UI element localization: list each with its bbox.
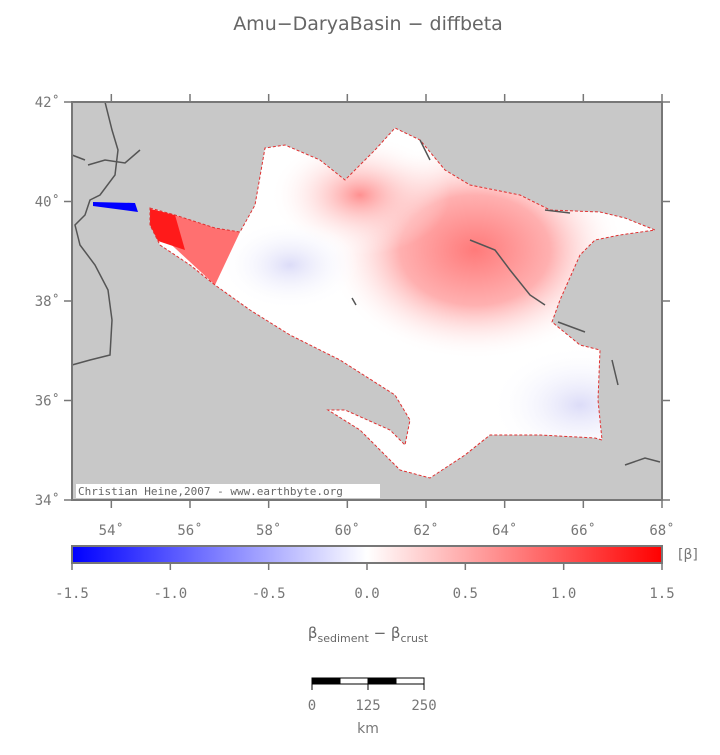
y-tick-label: 42˚ bbox=[35, 94, 60, 111]
y-tick-label: 36˚ bbox=[35, 393, 60, 410]
x-tick-label: 56˚ bbox=[177, 522, 202, 539]
x-tick-label: 62˚ bbox=[413, 522, 438, 539]
coastlines bbox=[71, 101, 661, 466]
x-tick-label: 60˚ bbox=[335, 522, 360, 539]
blue-strip bbox=[93, 202, 138, 212]
colorbar-scale bbox=[71, 545, 663, 564]
x-tick-label: 58˚ bbox=[256, 522, 281, 539]
scalebar-segment bbox=[311, 677, 341, 685]
label-part: − bbox=[369, 624, 391, 642]
colorbar-unit: [β] bbox=[678, 547, 698, 563]
scalebar-tick-label: 250 bbox=[411, 698, 436, 714]
colorbar-tick-label: 0.0 bbox=[354, 586, 379, 602]
credit-box bbox=[76, 484, 380, 498]
y-tick-label: 34˚ bbox=[35, 492, 60, 509]
title: Amu−DaryaBasin − diffbeta bbox=[233, 13, 503, 35]
scalebar-segment bbox=[367, 677, 397, 685]
map: Christian Heine,2007 - www.earthbyte.org… bbox=[35, 94, 675, 539]
label-part: β bbox=[308, 624, 318, 642]
y-tick-label: 38˚ bbox=[35, 293, 60, 310]
x-tick-label: 64˚ bbox=[492, 522, 517, 539]
scalebar: km 0 125 250 bbox=[308, 677, 437, 737]
scalebar-segment bbox=[395, 677, 425, 685]
colorbar-tick-label: 1.5 bbox=[649, 586, 674, 602]
x-tick-label: 66˚ bbox=[571, 522, 596, 539]
colorbar-tick-label: -1.5 bbox=[55, 586, 89, 602]
scalebar-tick-label: 125 bbox=[355, 698, 380, 714]
label-part: sediment bbox=[317, 632, 369, 645]
y-tick-label: 40˚ bbox=[35, 194, 60, 211]
credit: Christian Heine,2007 - www.earthbyte.org bbox=[78, 485, 343, 498]
scalebar-segment bbox=[339, 677, 369, 685]
x-tick-label: 54˚ bbox=[99, 522, 124, 539]
label-part: crust bbox=[400, 632, 428, 645]
colorbar: [β] βsediment − βcrust -1.5 -1.0 -0.5 0.0 0.… bbox=[55, 545, 698, 645]
scalebar-unit: km bbox=[357, 721, 379, 737]
colorbar-tick-label: -1.0 bbox=[153, 586, 187, 602]
scalebar-tick-label: 0 bbox=[308, 698, 316, 714]
map-ticks: 54˚ 56˚ 58˚ 60˚ 62˚ 64˚ 66˚ 68˚ 34˚ 36˚ 38˚ 40˚ 42˚ bbox=[35, 94, 675, 539]
x-tick-label: 68˚ bbox=[649, 522, 674, 539]
colorbar-label: βsediment − βcrust bbox=[308, 624, 429, 645]
colorbar-tick-label: 1.0 bbox=[551, 586, 576, 602]
colorbar-tick-label: -0.5 bbox=[252, 586, 286, 602]
label-part: β bbox=[391, 624, 401, 642]
colorbar-tick-label: 0.5 bbox=[453, 586, 478, 602]
